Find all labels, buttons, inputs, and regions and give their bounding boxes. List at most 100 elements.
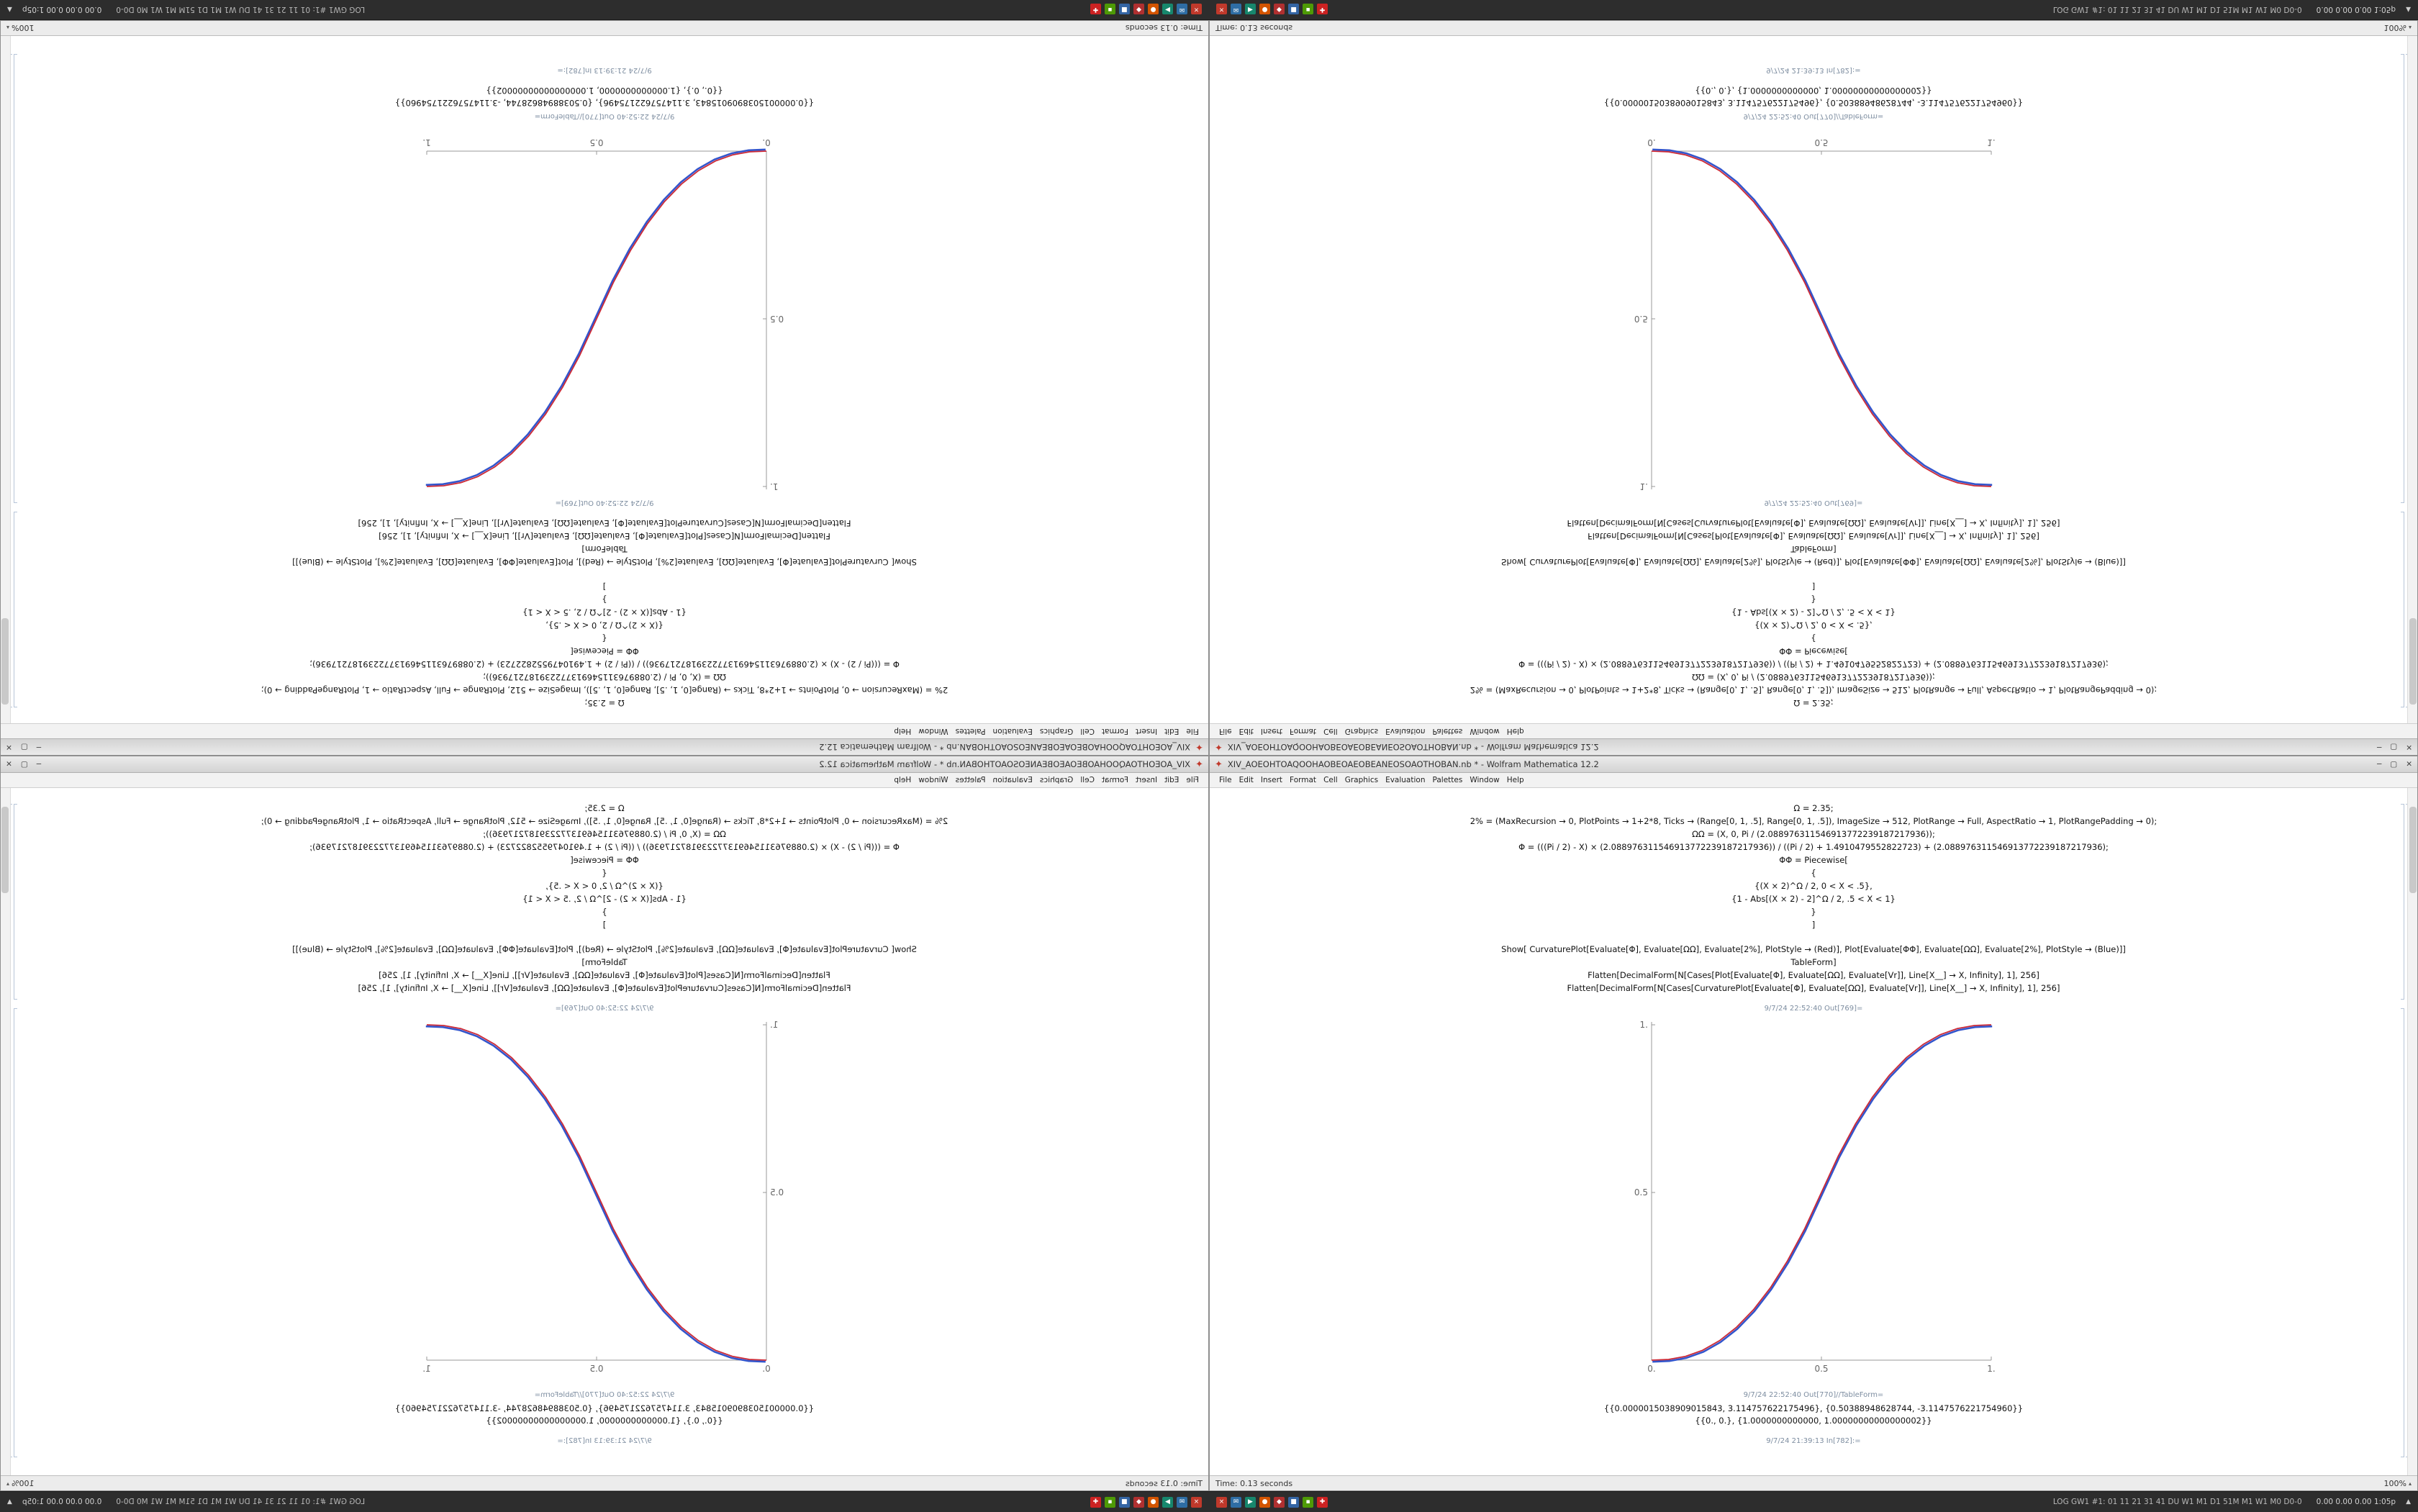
tray-icon-red-cross[interactable]: ×	[1216, 1496, 1227, 1508]
code-line[interactable]: {	[602, 868, 607, 878]
cell-bracket[interactable]	[2401, 804, 2404, 1000]
menu-cell[interactable]: Cell	[1080, 776, 1095, 784]
code-line[interactable]: ΩΩ = (X, 0, Pi / (2.08897631154691377223…	[483, 829, 726, 839]
menu-evaluation[interactable]: Evaluation	[992, 776, 1033, 784]
scrollbar[interactable]	[1, 788, 11, 1475]
cell-bracket[interactable]	[2401, 512, 2404, 707]
close-button[interactable]: ✕	[2406, 743, 2412, 751]
notebook-area[interactable]: Ω = 2.35; 2% = (MaxRecursion → 0, PlotPoi…	[1, 788, 1208, 1475]
menu-insert[interactable]: Insert	[1135, 776, 1158, 784]
maximize-button[interactable]: ▢	[20, 743, 28, 751]
scrollbar[interactable]	[2407, 788, 2417, 1475]
tray-icon-red-plus[interactable]: ✚	[1317, 1496, 1328, 1508]
notebook-area[interactable]: Ω = 2.35; 2% = (MaxRecursion → 0, PlotPoi…	[1, 36, 1208, 723]
code-line[interactable]: 2% = (MaxRecursion → 0, PlotPoints → 1+2…	[1470, 685, 2157, 695]
code-line[interactable]: ΩΩ = (X, 0, Pi / (2.08897631154691377223…	[1692, 829, 1935, 839]
menu-insert[interactable]: Insert	[1135, 727, 1158, 735]
minimize-button[interactable]: ─	[36, 743, 42, 751]
taskbar-session-text[interactable]: LOG GW1 #1: 01 11 21 31 41 DU W1 M1 D1 5…	[116, 1498, 366, 1506]
scrollbar[interactable]	[2407, 36, 2417, 723]
tray-icon-green-badge[interactable]: ▪	[1105, 4, 1115, 15]
code-line[interactable]: Show[ CurvaturePlot[Evaluate[Φ], Evaluat…	[1501, 944, 2126, 954]
code-line[interactable]: Ω = 2.35;	[1793, 803, 1834, 813]
taskbar-session-text[interactable]: LOG GW1 #1: 01 11 21 31 41 DU W1 M1 D1 5…	[2052, 5, 2302, 14]
tray-icon-blue-mail[interactable]: ✉	[1177, 4, 1187, 15]
code-line[interactable]: {(X × 2)^Ω / 2, 0 < X < .5},	[1754, 620, 1873, 630]
menu-format[interactable]: Format	[1101, 727, 1128, 735]
code-line[interactable]: Show[ CurvaturePlot[Evaluate[Φ], Evaluat…	[1501, 557, 2126, 567]
maximize-button[interactable]: ▢	[2390, 760, 2398, 769]
code-line[interactable]: Flatten[DecimalForm[N[Cases[CurvaturePlo…	[358, 518, 851, 528]
zoom-control[interactable]: 100% ▴	[2384, 1479, 2412, 1488]
code-line[interactable]: {(X × 2)^Ω / 2, 0 < X < .5},	[545, 881, 664, 891]
minimize-button[interactable]: ─	[2376, 743, 2382, 751]
code-line[interactable]: {(X × 2)^Ω / 2, 0 < X < .5},	[545, 620, 664, 630]
close-button[interactable]: ✕	[6, 743, 12, 751]
taskbar-launcher-icon[interactable]: ▲	[2406, 1498, 2411, 1506]
menu-insert[interactable]: Insert	[1260, 776, 1283, 784]
tray-icon-red-diamond[interactable]: ◆	[1133, 4, 1144, 15]
code-line[interactable]: {(X × 2)^Ω / 2, 0 < X < .5},	[1754, 881, 1873, 891]
menu-cell[interactable]: Cell	[1323, 776, 1338, 784]
cell-bracket[interactable]	[14, 54, 17, 503]
menu-format[interactable]: Format	[1290, 776, 1317, 784]
notebook-area[interactable]: Ω = 2.35; 2% = (MaxRecursion → 0, PlotPoi…	[1210, 36, 2417, 723]
code-line[interactable]: Flatten[DecimalForm[N[Cases[Plot[Evaluat…	[1588, 531, 2039, 541]
code-line[interactable]: Flatten[DecimalForm[N[Cases[Plot[Evaluat…	[379, 531, 830, 541]
code-line[interactable]: Flatten[DecimalForm[N[Cases[CurvaturePlo…	[1567, 983, 2060, 993]
menu-window[interactable]: Window	[1470, 776, 1500, 784]
menu-palettes[interactable]: Palettes	[1432, 776, 1463, 784]
taskbar-launcher-icon[interactable]: ▲	[7, 1498, 12, 1506]
menu-file[interactable]: File	[1186, 727, 1199, 735]
code-line[interactable]: Φ = (((Pi / 2) - X) × (2.088976311546913…	[309, 842, 900, 852]
notebook-area[interactable]: Ω = 2.35; 2% = (MaxRecursion → 0, PlotPoi…	[1210, 788, 2417, 1475]
code-line[interactable]: ]	[1811, 920, 1816, 930]
code-line[interactable]: Flatten[DecimalForm[N[Cases[Plot[Evaluat…	[1588, 970, 2039, 980]
code-line[interactable]: Flatten[DecimalForm[N[Cases[CurvaturePlo…	[358, 983, 851, 993]
menu-help[interactable]: Help	[1506, 727, 1524, 735]
menu-graphics[interactable]: Graphics	[1344, 727, 1379, 735]
taskbar[interactable]: × ✉ ▶ ● ◆ ■ ▪ ✚ LOG GW1 #1: 01 11 21 31 41 DU W…	[0, 1491, 2418, 1512]
taskbar-session-text[interactable]: LOG GW1 #1: 01 11 21 31 41 DU W1 M1 D1 5…	[116, 5, 366, 14]
scrollbar[interactable]	[1, 36, 11, 723]
menu-help[interactable]: Help	[894, 727, 912, 735]
menu-palettes[interactable]: Palettes	[1432, 727, 1463, 735]
titlebar[interactable]: ✦ XIV_AOEOHTOAQOOHAOBEOAEOBEANEOSOAOTHOB…	[1, 738, 1208, 755]
taskbar[interactable]: × ✉ ▶ ● ◆ ■ ▪ ✚ LOG GW1 #1: 01 11 21 31 41 DU W…	[0, 0, 2418, 20]
code-line[interactable]: ΦΦ = Piecewise[	[570, 855, 639, 865]
code-line[interactable]: Ω = 2.35;	[584, 698, 625, 708]
cell-bracket[interactable]	[2401, 1008, 2404, 1457]
menu-edit[interactable]: Edit	[1239, 776, 1254, 784]
code-line[interactable]: TableForm]	[581, 544, 628, 554]
code-line[interactable]: ΦΦ = Piecewise[	[1779, 646, 1848, 656]
menu-file[interactable]: File	[1219, 776, 1232, 784]
menu-file[interactable]: File	[1219, 727, 1232, 735]
tray-icon-blue-mail[interactable]: ✉	[1231, 1496, 1241, 1508]
code-line[interactable]: ΦΦ = Piecewise[	[570, 646, 639, 656]
tray-icon-blue-mail[interactable]: ✉	[1177, 1496, 1187, 1508]
code-line[interactable]: ]	[602, 581, 607, 592]
code-line[interactable]: Show[ CurvaturePlot[Evaluate[Φ], Evaluat…	[292, 944, 917, 954]
close-button[interactable]: ✕	[6, 760, 12, 769]
code-line[interactable]: Φ = (((Pi / 2) - X) × (2.088976311546913…	[1518, 659, 2109, 669]
tray-icon-orange-dot[interactable]: ●	[1148, 1496, 1159, 1508]
zoom-control[interactable]: 100% ▴	[2384, 24, 2412, 33]
code-line[interactable]: Φ = (((Pi / 2) - X) × (2.088976311546913…	[1518, 842, 2109, 852]
minimize-button[interactable]: ─	[2376, 760, 2382, 769]
tray-icon-red-cross[interactable]: ×	[1191, 1496, 1202, 1508]
tray-icon-orange-dot[interactable]: ●	[1259, 1496, 1270, 1508]
maximize-button[interactable]: ▢	[2390, 743, 2398, 751]
tray-icon-red-diamond[interactable]: ◆	[1274, 1496, 1285, 1508]
tray-icon-teal-play[interactable]: ▶	[1245, 4, 1256, 15]
tray-icon-blue-square[interactable]: ■	[1119, 1496, 1130, 1508]
tray-icon-teal-play[interactable]: ▶	[1245, 1496, 1256, 1508]
minimize-button[interactable]: ─	[36, 760, 42, 769]
maximize-button[interactable]: ▢	[20, 760, 28, 769]
taskbar-launcher-icon[interactable]: ▲	[2406, 6, 2411, 13]
code-line[interactable]: TableForm]	[1790, 544, 1837, 554]
menu-file[interactable]: File	[1186, 776, 1199, 784]
tray-icon-red-diamond[interactable]: ◆	[1274, 4, 1285, 15]
menu-format[interactable]: Format	[1101, 776, 1128, 784]
menu-palettes[interactable]: Palettes	[955, 776, 986, 784]
code-line[interactable]: 2% = (MaxRecursion → 0, PlotPoints → 1+2…	[261, 816, 948, 826]
